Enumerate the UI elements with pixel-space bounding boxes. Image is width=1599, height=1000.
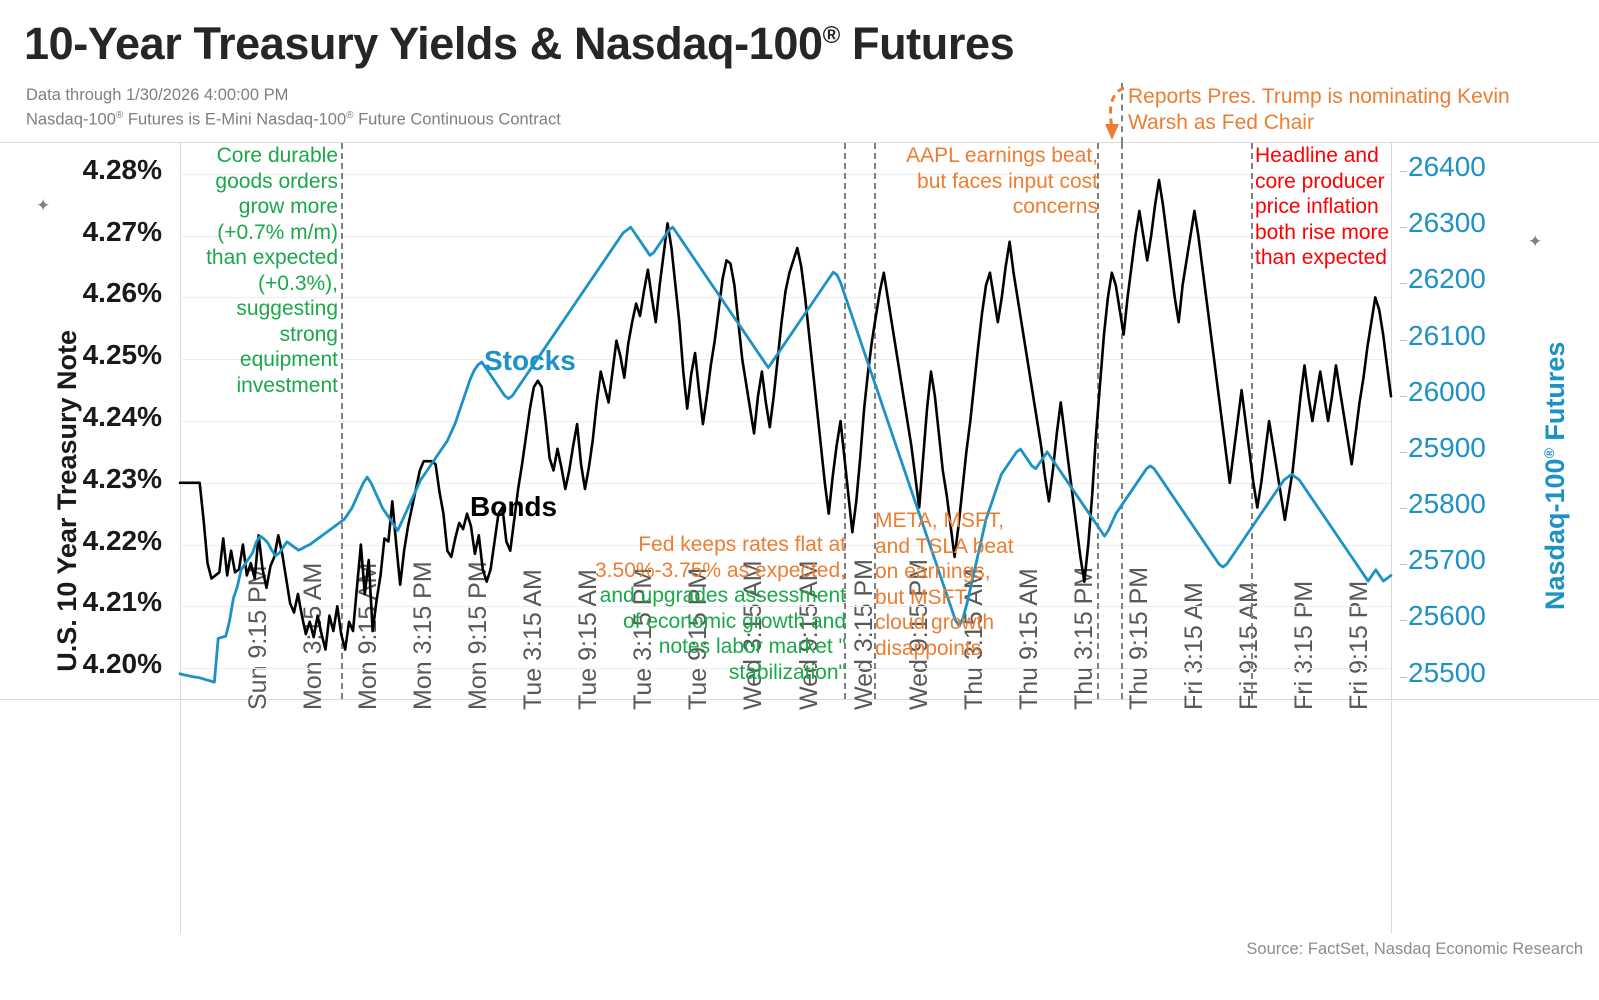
- plot-area: [178, 83, 1393, 699]
- annotation-megacap-earnings: META, MSFT, and TSLA beat on earnings, b…: [875, 509, 1014, 660]
- pushpin-icon: ✦: [36, 196, 51, 215]
- right-tick-mark: [1400, 171, 1407, 173]
- left-axis-ticks: 4.28% 4.27% 4.26% 4.25% 4.24% 4.23% 4.22% 4.21%…: [0, 143, 172, 699]
- stocks-line: [178, 225, 1393, 684]
- plot-top-border: [0, 142, 1599, 143]
- plot-left-border: [180, 143, 181, 933]
- right-tick-label: 25700: [1408, 544, 1486, 576]
- plot-right-border: [1391, 143, 1392, 933]
- event-line-extension: [1120, 83, 1123, 143]
- series-label-bonds: Bonds: [470, 491, 558, 522]
- left-tick-label: 4.23%: [82, 462, 162, 494]
- page-title-tail: Futures: [839, 18, 1015, 69]
- right-tick-mark: [1400, 283, 1407, 285]
- event-line: [873, 143, 876, 699]
- right-tick-label: 25600: [1408, 600, 1486, 632]
- bonds-line: [178, 178, 1393, 651]
- x-axis-ticks: Sun 9:15 PM Mon 3:15 AM Mon 9:15 AM Mon 3:1…: [180, 559, 1391, 932]
- series-paths: [178, 178, 1393, 684]
- left-tick-label: 4.26%: [82, 277, 162, 309]
- right-tick-label: 25500: [1408, 656, 1486, 688]
- right-tick-label: 26000: [1408, 375, 1486, 407]
- right-tick-label: 26100: [1408, 319, 1486, 351]
- registered-mark-icon: ®: [115, 110, 124, 121]
- right-tick-mark: [1400, 676, 1407, 678]
- annotation-ppi-inflation: Headline and core producer price inflati…: [1255, 144, 1390, 269]
- gridline: [180, 173, 1391, 175]
- right-tick-mark: [1400, 339, 1407, 341]
- gridline: [180, 544, 1391, 546]
- right-tick-label: 26400: [1408, 151, 1486, 183]
- left-tick-label: 4.20%: [82, 648, 162, 680]
- right-tick-mark: [1400, 395, 1407, 397]
- source-note: Source: FactSet, Nasdaq Economic Researc…: [1246, 940, 1583, 958]
- subtitle-part-a: Nasdaq-100: [26, 110, 116, 129]
- subtitle-contract-note: Nasdaq-100® Futures is E-Mini Nasdaq-100…: [26, 110, 561, 130]
- subtitle-part-b: Futures is E-Mini Nasdaq-100: [123, 110, 347, 129]
- gridline: [180, 235, 1391, 237]
- right-tick-mark: [1400, 564, 1407, 566]
- gridline: [180, 668, 1391, 670]
- annotation-warsh-fed-chair: Reports Pres. Trump is nominating Kevin …: [1128, 85, 1510, 134]
- page-title: 10-Year Treasury Yields & Nasdaq-100® Fu…: [24, 18, 1015, 70]
- right-tick-mark: [1400, 227, 1407, 229]
- series-label-stocks: Stocks: [484, 345, 576, 376]
- event-line: [1120, 143, 1123, 699]
- gridline: [180, 359, 1391, 361]
- subtitle-data-through: Data through 1/30/2026 4:00:00 PM: [26, 86, 289, 104]
- right-tick-mark: [1400, 451, 1407, 453]
- right-tick-label: 26200: [1408, 263, 1486, 295]
- event-line: [843, 143, 846, 699]
- right-tick-label: 26300: [1408, 207, 1486, 239]
- left-tick-label: 4.21%: [82, 586, 162, 618]
- warsh-arrow-icon: [1105, 86, 1125, 140]
- right-tick-label: 25900: [1408, 431, 1486, 463]
- subtitle-part-c: Future Continuous Contract: [353, 110, 561, 129]
- left-tick-label: 4.22%: [82, 524, 162, 556]
- page-title-main: 10-Year Treasury Yields & Nasdaq-100: [24, 18, 823, 69]
- pushpin-icon: ✦: [1528, 232, 1543, 251]
- right-tick-label: 25800: [1408, 488, 1486, 520]
- gridline: [180, 606, 1391, 608]
- left-tick-label: 4.25%: [82, 339, 162, 371]
- plot-bottom-border: [0, 699, 1599, 700]
- registered-mark-icon: ®: [822, 22, 841, 49]
- event-line: [341, 143, 344, 699]
- gridline: [180, 421, 1391, 422]
- annotation-fomc: Fed keeps rates flat at 3.50%-3.75% as e…: [580, 532, 846, 685]
- left-tick-label: 4.24%: [82, 401, 162, 432]
- annotation-fomc-part1: Fed keeps rates flat at 3.50%-3.75% as e…: [595, 533, 846, 582]
- gridline: [180, 482, 1391, 484]
- event-line: [1250, 143, 1253, 699]
- right-axis-ticks: 26400 26300 26200 26100 26000 25900 25800 25700…: [1400, 143, 1580, 699]
- right-tick-mark: [1400, 508, 1407, 510]
- registered-mark-icon: ®: [346, 110, 354, 121]
- right-tick-mark: [1400, 620, 1407, 622]
- annotation-aapl-earnings: AAPL earnings beat, but faces input cost…: [906, 144, 1098, 218]
- annotation-durable-goods: Core durable goods orders grow more (+0.…: [206, 144, 338, 397]
- left-tick-label: 4.28%: [82, 153, 162, 185]
- annotation-fomc-part2: and upgrades assessment of economic grow…: [599, 584, 846, 684]
- left-tick-label: 4.27%: [82, 215, 162, 247]
